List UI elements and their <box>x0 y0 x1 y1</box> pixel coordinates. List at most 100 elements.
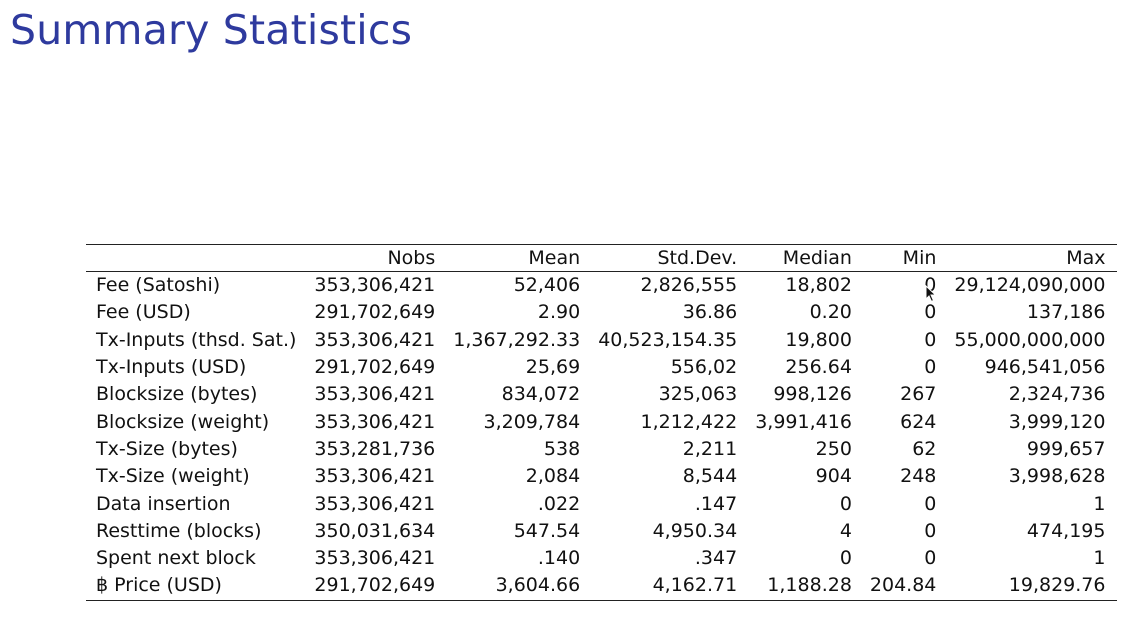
cell-median: 0.20 <box>809 301 852 324</box>
header-cell-min: Min <box>863 244 949 272</box>
cell-median: 1,188.28 <box>749 572 864 601</box>
cell-label: Fee (USD) <box>96 301 191 324</box>
cell-max: 55,000,000,000 <box>954 328 1106 351</box>
cell-max: 474,195 <box>1026 519 1106 542</box>
cell-mean: 2,084 <box>525 465 581 488</box>
header-cell-mean: Mean <box>447 244 593 272</box>
cell-nobs: 291,702,649 <box>314 301 436 324</box>
cell-max: 1 <box>1093 492 1106 515</box>
cell-min: 0 <box>924 492 937 515</box>
cell-min: 0 <box>924 547 937 570</box>
cell-mean: 538 <box>543 437 581 460</box>
table-header: Nobs Mean Std.Dev. Median Min Max <box>86 244 1118 272</box>
cell-mean: .022 <box>537 492 581 515</box>
cell-mean: 834,072 <box>501 383 581 406</box>
table-row: Tx-Inputs (thsd. Sat.) 353,306,421 1,367,2… <box>86 327 1117 354</box>
cell-mean: 2.90 <box>537 301 581 324</box>
cell-label: Tx-Inputs (USD) <box>96 356 247 379</box>
cell-median: 998,126 <box>773 383 852 406</box>
cell-median: 3,991,416 <box>755 410 852 433</box>
cell-max: 2,324,736 <box>1008 383 1106 406</box>
cell-min: 0 <box>924 328 937 351</box>
table-row: Tx-Inputs (USD) 291,702,649 25,69 556,02 256… <box>86 354 1117 381</box>
cell-nobs: 353,306,421 <box>314 274 436 297</box>
header-cell-std-dev: Std.Dev. <box>592 244 750 272</box>
cell-std-dev: .347 <box>694 547 738 570</box>
cell-max: 1 <box>1093 547 1106 570</box>
cell-median: 19,800 <box>785 328 852 351</box>
cell-nobs: 350,031,634 <box>314 519 436 542</box>
slide-title: Summary Statistics <box>10 6 413 54</box>
cell-nobs: 353,281,736 <box>314 437 436 460</box>
cell-median: 4 <box>839 519 852 542</box>
header-cell-label <box>86 244 309 272</box>
cell-label: Data insertion <box>96 492 231 515</box>
cell-std-dev: .147 <box>694 492 738 515</box>
cell-label: Resttime (blocks) <box>96 519 262 542</box>
cell-std-dev: 40,523,154.35 <box>598 328 738 351</box>
cell-max: 999,657 <box>1026 437 1106 460</box>
cell-median: 250 <box>815 437 852 460</box>
table-row: Fee (USD) 291,702,649 2.90 36.86 0.20 0 137,18… <box>86 299 1117 326</box>
header-row: Nobs Mean Std.Dev. Median Min Max <box>86 244 1118 272</box>
cell-mean: 3,209,784 <box>483 410 581 433</box>
cell-label: ฿ Price (USD) <box>86 572 309 601</box>
table-row: Tx-Size (weight) 353,306,421 2,084 8,544 904… <box>86 463 1117 490</box>
cell-mean: 52,406 <box>513 274 581 297</box>
cell-max: 3,999,120 <box>1008 410 1106 433</box>
cell-nobs: 353,306,421 <box>314 383 436 406</box>
table-row: Tx-Size (bytes) 353,281,736 538 2,211 250 62 9… <box>86 436 1117 463</box>
cell-std-dev: 556,02 <box>670 356 738 379</box>
cell-median: 0 <box>839 492 852 515</box>
cell-label: Tx-Size (weight) <box>96 465 250 488</box>
cell-min: 624 <box>900 410 937 433</box>
table-row: Blocksize (bytes) 353,306,421 834,072 325,0… <box>86 381 1117 408</box>
cell-min: 204.84 <box>863 572 949 601</box>
cell-mean: 3,604.66 <box>447 572 593 601</box>
table-body: Fee (Satoshi) 353,306,421 52,406 2,826,555 1… <box>86 272 1118 601</box>
cell-mean: 547.54 <box>513 519 581 542</box>
cell-label: Tx-Size (bytes) <box>96 437 238 460</box>
cell-min: 0 <box>924 356 937 379</box>
cell-min: 267 <box>900 383 937 406</box>
cell-mean: .140 <box>537 547 581 570</box>
cell-nobs: 353,306,421 <box>314 465 436 488</box>
table-row: Blocksize (weight) 353,306,421 3,209,784 1,… <box>86 408 1117 435</box>
cell-nobs: 291,702,649 <box>308 572 448 601</box>
table-row: Spent next block 353,306,421 .140 .347 0 0 1 <box>86 545 1117 572</box>
cell-max: 29,124,090,000 <box>954 274 1106 297</box>
header-cell-nobs: Nobs <box>308 244 448 272</box>
cell-std-dev: 4,950.34 <box>652 519 738 542</box>
cell-max: 137,186 <box>1026 301 1106 324</box>
table-row: Fee (Satoshi) 353,306,421 52,406 2,826,555 1… <box>86 272 1117 300</box>
cell-label: Blocksize (weight) <box>96 410 270 433</box>
cell-min: 62 <box>912 437 937 460</box>
cell-std-dev: 1,212,422 <box>640 410 738 433</box>
cell-label: Fee (Satoshi) <box>96 274 221 297</box>
cell-label: Blocksize (bytes) <box>96 383 258 406</box>
cell-max: 3,998,628 <box>1008 465 1106 488</box>
cell-mean: 25,69 <box>525 356 581 379</box>
cell-median: 904 <box>815 465 852 488</box>
mouse-pointer-icon <box>925 285 937 303</box>
cell-std-dev: 8,544 <box>682 465 738 488</box>
cell-nobs: 353,306,421 <box>314 547 436 570</box>
cell-max: 19,829.76 <box>948 572 1118 601</box>
cell-median: 0 <box>839 547 852 570</box>
cell-label: Tx-Inputs (thsd. Sat.) <box>96 328 297 351</box>
cell-median: 256.64 <box>785 356 852 379</box>
cell-min: 248 <box>900 465 937 488</box>
cell-median: 18,802 <box>785 274 852 297</box>
cell-min: 0 <box>924 519 937 542</box>
cell-label: Spent next block <box>96 547 256 570</box>
table-row: Data insertion 353,306,421 .022 .147 0 0 1 <box>86 490 1117 517</box>
summary-statistics-table: Nobs Mean Std.Dev. Median Min Max Fee (S… <box>86 244 1118 601</box>
cell-nobs: 353,306,421 <box>314 410 436 433</box>
cell-mean: 1,367,292.33 <box>453 328 581 351</box>
cell-std-dev: 2,826,555 <box>640 274 738 297</box>
cell-std-dev: 2,211 <box>682 437 738 460</box>
header-cell-max: Max <box>948 244 1118 272</box>
cell-max: 946,541,056 <box>984 356 1106 379</box>
cell-std-dev: 36.86 <box>682 301 738 324</box>
